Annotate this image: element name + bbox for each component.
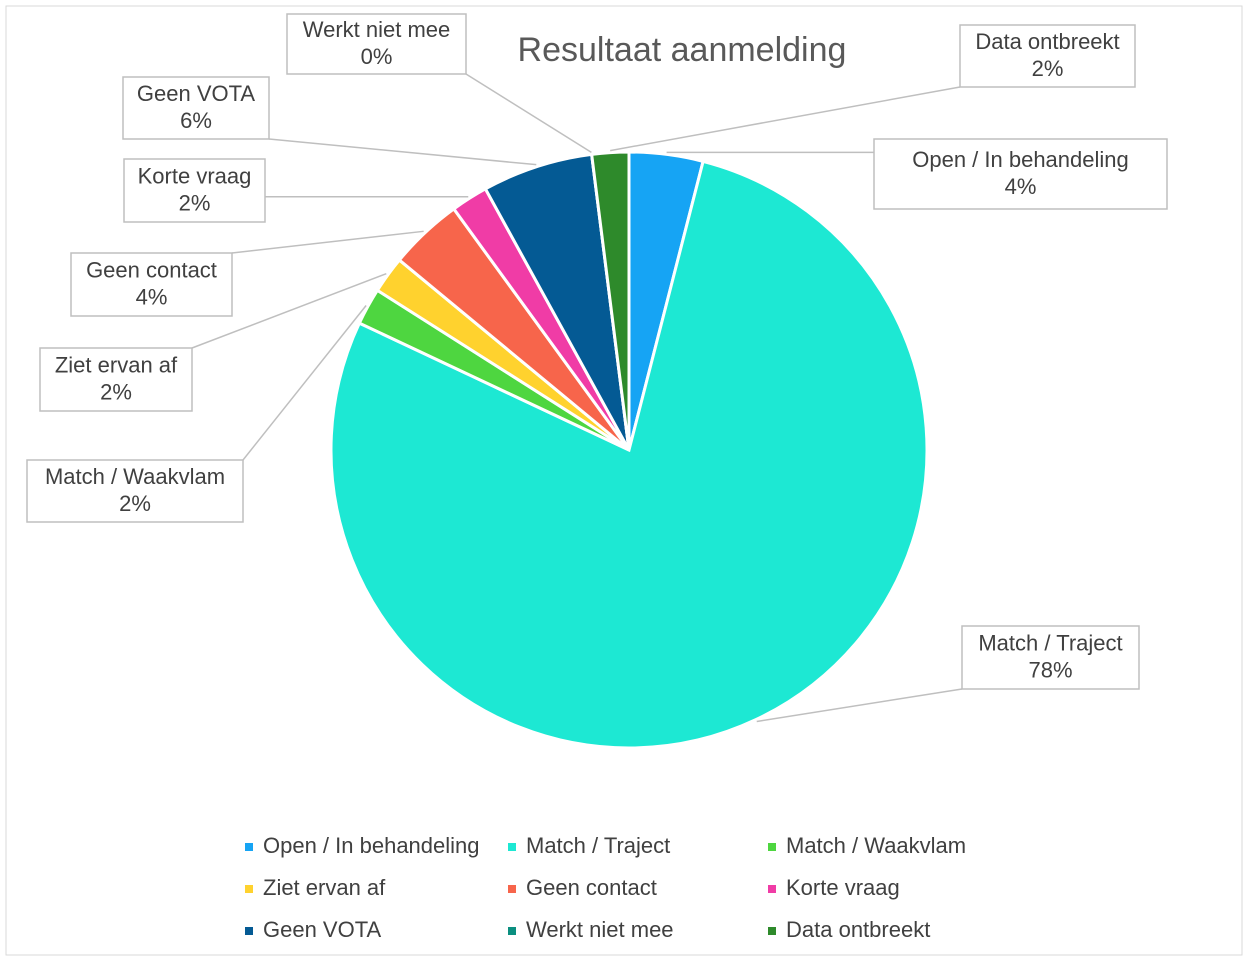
data-label-value: 2% — [100, 379, 132, 404]
data-label-box — [959, 24, 1136, 88]
legend-label: Ziet ervan af — [263, 875, 386, 900]
leader-line — [191, 272, 387, 349]
data-label-name: Geen contact — [86, 257, 217, 282]
data-label-name: Match / Traject — [978, 630, 1122, 655]
data-label-box — [873, 138, 1168, 210]
leader-line — [242, 305, 367, 461]
legend-swatch — [508, 927, 516, 935]
data-label-value: 0% — [361, 44, 393, 69]
data-label-box — [70, 252, 233, 317]
data-label-value: 2% — [119, 491, 151, 516]
data-label-value: 78% — [1028, 657, 1072, 682]
legend-swatch — [768, 885, 776, 893]
leader-line — [268, 138, 537, 166]
leader-line — [756, 688, 963, 723]
data-label-box — [39, 347, 193, 412]
data-label-box — [122, 76, 270, 140]
leader-line — [610, 86, 961, 152]
data-label-name: Match / Waakvlam — [45, 464, 225, 489]
data-label-box — [961, 625, 1140, 690]
pie-slice — [329, 159, 929, 750]
data-label-name: Ziet ervan af — [55, 352, 178, 377]
legend-label: Werkt niet mee — [526, 917, 674, 942]
pie-slice — [589, 150, 631, 451]
data-label-name: Open / In behandeling — [912, 147, 1129, 172]
legend-swatch — [768, 843, 776, 851]
data-label-name: Data ontbreekt — [975, 29, 1119, 54]
legend-swatch — [508, 885, 516, 893]
legend-swatch — [508, 843, 516, 851]
legend-label: Geen contact — [526, 875, 657, 900]
legend-label: Geen VOTA — [263, 917, 382, 942]
chart-title: Resultaat aanmelding — [518, 31, 847, 69]
data-label-value: 4% — [1005, 174, 1037, 199]
data-label-name: Korte vraag — [138, 163, 252, 188]
legend-label: Match / Traject — [526, 833, 670, 858]
data-label-value: 4% — [136, 284, 168, 309]
data-label-name: Geen VOTA — [137, 81, 256, 106]
data-label-box — [123, 158, 266, 223]
leader-line — [231, 230, 424, 254]
data-label-value: 2% — [1032, 56, 1064, 81]
legend-label: Open / In behandeling — [263, 833, 480, 858]
leader-line — [465, 73, 592, 154]
data-label-value: 6% — [180, 108, 212, 133]
data-label-name: Werkt niet mee — [303, 17, 451, 42]
data-label-box — [286, 13, 467, 75]
legend-label: Korte vraag — [786, 875, 900, 900]
legend-swatch — [245, 885, 253, 893]
legend-swatch — [245, 927, 253, 935]
data-label-value: 2% — [179, 190, 211, 215]
legend-swatch — [768, 927, 776, 935]
legend-label: Data ontbreekt — [786, 917, 930, 942]
data-label-box — [26, 459, 244, 523]
legend-swatch — [245, 843, 253, 851]
legend-label: Match / Waakvlam — [786, 833, 966, 858]
